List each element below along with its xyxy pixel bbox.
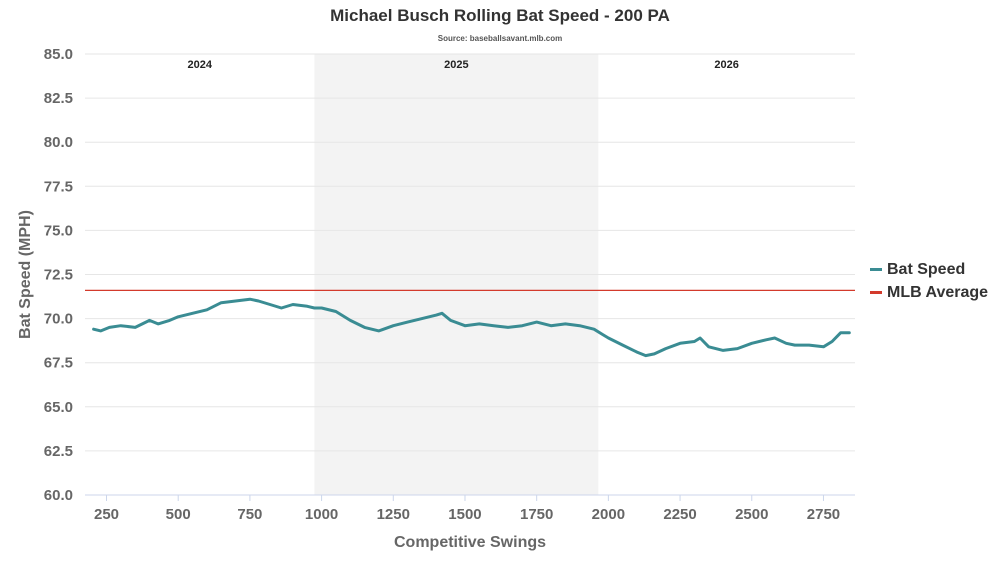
series-lines bbox=[92, 297, 851, 358]
x-tick-label: 2000 bbox=[592, 506, 625, 523]
legend: Bat Speed MLB Average bbox=[870, 258, 988, 304]
x-axis-ticks: 250 500 750 1000 1250 1500 1750 2000 2250 2500 275… bbox=[94, 495, 840, 523]
x-tick-label: 1250 bbox=[377, 506, 410, 523]
y-tick-label: 72.5 bbox=[44, 267, 73, 284]
x-tick-label: 2750 bbox=[807, 506, 840, 523]
x-tick-label: 1750 bbox=[520, 506, 553, 523]
y-tick-label: 80.0 bbox=[44, 134, 73, 151]
season-band-label-2024: 2024 bbox=[187, 59, 212, 71]
x-axis-title: Competitive Swings bbox=[394, 534, 546, 551]
y-tick-label: 60.0 bbox=[44, 487, 73, 504]
y-tick-label: 62.5 bbox=[44, 443, 73, 460]
y-tick-label: 85.0 bbox=[44, 46, 73, 63]
series-line-bat-speed bbox=[92, 297, 851, 358]
x-tick-label: 750 bbox=[237, 506, 262, 523]
x-tick-label: 250 bbox=[94, 506, 119, 523]
season-band-label-2026: 2026 bbox=[714, 59, 738, 71]
legend-label-bat-speed: Bat Speed bbox=[887, 260, 966, 278]
chart-subtitle: Source: baseballsavant.mlb.com bbox=[437, 34, 563, 43]
x-tick-label: 1000 bbox=[305, 506, 338, 523]
y-axis-ticks: 60.0 62.5 65.0 67.5 70.0 72.5 75.0 77.5 80.0 82.5… bbox=[44, 46, 73, 504]
y-tick-label: 82.5 bbox=[44, 90, 73, 107]
y-tick-label: 67.5 bbox=[44, 355, 73, 372]
legend-item-bat-speed[interactable]: Bat Speed bbox=[870, 258, 988, 281]
y-tick-label: 65.0 bbox=[44, 399, 73, 416]
season-band-label-2025: 2025 bbox=[444, 59, 468, 71]
y-tick-label: 75.0 bbox=[44, 222, 73, 239]
legend-swatch-mlb-average bbox=[870, 291, 882, 294]
y-axis-title: Bat Speed (MPH) bbox=[17, 210, 34, 339]
chart-title: Michael Busch Rolling Bat Speed - 200 PA bbox=[330, 6, 670, 25]
y-tick-label: 77.5 bbox=[44, 178, 73, 195]
legend-item-mlb-average[interactable]: MLB Average bbox=[870, 281, 988, 304]
season-band-labels: 2024 2025 2026 bbox=[187, 59, 738, 71]
x-tick-label: 2500 bbox=[735, 506, 768, 523]
legend-swatch-bat-speed bbox=[870, 268, 882, 271]
legend-label-mlb-average: MLB Average bbox=[887, 283, 989, 301]
x-tick-label: 2250 bbox=[663, 506, 696, 523]
x-tick-label: 1500 bbox=[448, 506, 481, 523]
y-tick-label: 70.0 bbox=[44, 311, 73, 328]
x-tick-label: 500 bbox=[166, 506, 191, 523]
